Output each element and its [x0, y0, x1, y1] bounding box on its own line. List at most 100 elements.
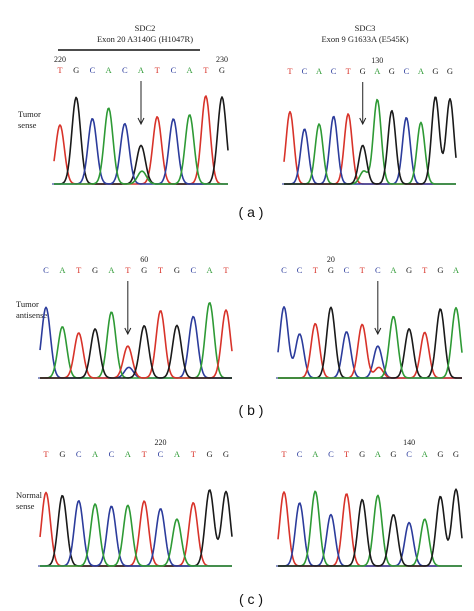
- base-call-letter: C: [90, 65, 96, 75]
- base-call-letter: G: [207, 449, 213, 459]
- base-call-letter: T: [344, 449, 350, 459]
- base-call-letter: C: [43, 265, 49, 275]
- base-position-number: 140: [403, 438, 415, 447]
- column-header-sdc3: SDC3 Exon 9 G1633A (E545K): [321, 23, 408, 44]
- row-label-tumor-antisense: Tumor antisense: [16, 299, 47, 320]
- base-position-number: 220: [155, 438, 167, 447]
- base-call-letter: T: [76, 265, 82, 275]
- gene-name-sdc2: SDC2: [135, 23, 156, 33]
- base-call-letter: A: [92, 449, 99, 459]
- row-label-line-1: Tumor: [16, 299, 39, 309]
- row-label-line-2: antisense: [16, 310, 47, 320]
- mutation-arrow: [124, 281, 132, 336]
- base-call-letter: A: [312, 449, 319, 459]
- base-call-letter: T: [142, 449, 148, 459]
- fluorescence-trace: [284, 96, 457, 185]
- base-call-letter: T: [158, 265, 164, 275]
- fluorescence-trace: [40, 324, 232, 379]
- fluorescence-trace: [278, 306, 463, 379]
- base-call-letter: C: [158, 449, 164, 459]
- mutation-arrow: [374, 281, 382, 336]
- fluorescence-trace: [40, 503, 232, 567]
- base-call-letter: C: [344, 265, 350, 275]
- base-call-letter: C: [281, 265, 287, 275]
- base-call-letter: A: [187, 65, 194, 75]
- base-call-letter: C: [375, 265, 381, 275]
- base-call-letter: G: [328, 265, 334, 275]
- base-position-number: 60: [140, 255, 148, 264]
- base-call-letter: T: [287, 66, 293, 76]
- base-call-letter: A: [418, 66, 425, 76]
- base-call-letter: T: [223, 265, 229, 275]
- base-call-letter: G: [447, 66, 453, 76]
- row-label-line-2: sense: [16, 501, 35, 511]
- base-call-letter: G: [59, 449, 65, 459]
- column-header-sdc2: SDC2 Exon 20 A3140G (H1047R): [58, 23, 200, 51]
- base-call-letter: G: [453, 449, 459, 459]
- base-call-letter: G: [437, 449, 443, 459]
- row-label-line-2: sense: [18, 120, 37, 130]
- mutation-label-sdc3: Exon 9 G1633A (E545K): [321, 34, 408, 44]
- base-call-letter: G: [92, 265, 98, 275]
- fluorescence-trace: [278, 502, 462, 567]
- fluorescence-trace: [54, 107, 228, 185]
- row-label-tumor-sense: Tumor sense: [18, 109, 41, 130]
- base-call-letter: T: [346, 66, 352, 76]
- base-call-letter: A: [375, 449, 382, 459]
- row-label-line-1: Normal: [16, 490, 43, 500]
- base-call-letter: G: [390, 449, 396, 459]
- base-call-letter: C: [297, 265, 303, 275]
- base-call-letter: C: [328, 449, 334, 459]
- base-call-letter: A: [125, 449, 132, 459]
- base-call-letter: A: [453, 265, 460, 275]
- base-call-letter: T: [360, 265, 366, 275]
- base-call-letter: G: [437, 265, 443, 275]
- base-call-letter: C: [331, 66, 337, 76]
- chromatogram-panel-b-sdc3: C C T G C T C A G T G A20: [276, 255, 463, 379]
- gene-name-sdc3: SDC3: [355, 23, 376, 33]
- mutation-arrow: [137, 81, 145, 126]
- chromatogram-panel-b-sdc2: C A T G A T G T G C A T60: [38, 255, 233, 379]
- base-call-letter: G: [360, 66, 366, 76]
- base-call-letter: A: [59, 265, 66, 275]
- mutation-arrow: [359, 82, 367, 126]
- base-call-letter: A: [316, 66, 323, 76]
- fluorescence-trace: [40, 302, 232, 379]
- base-position-number: 20: [327, 255, 335, 264]
- row-label-line-1: Tumor: [18, 109, 41, 119]
- caption-a: ( a ): [239, 204, 264, 220]
- base-position-number: 130: [371, 56, 383, 65]
- base-call-letter: C: [302, 66, 308, 76]
- base-call-letter: A: [138, 65, 145, 75]
- caption-c: ( c ): [239, 591, 263, 607]
- base-call-letter: G: [223, 449, 229, 459]
- base-call-letter: C: [406, 449, 412, 459]
- base-call-letter: C: [109, 449, 115, 459]
- base-call-letter: T: [203, 65, 209, 75]
- base-call-letter: G: [73, 65, 79, 75]
- base-call-letter: A: [390, 265, 397, 275]
- caption-b: ( b ): [239, 402, 264, 418]
- base-call-letter: G: [219, 65, 225, 75]
- fluorescence-trace: [54, 118, 228, 185]
- base-call-letter: G: [141, 265, 147, 275]
- row-label-normal-sense: Normal sense: [16, 490, 43, 511]
- base-call-letter: A: [207, 265, 214, 275]
- base-call-letter: G: [359, 449, 365, 459]
- base-call-letter: C: [171, 65, 177, 75]
- base-call-letter: A: [374, 66, 381, 76]
- fluorescence-trace: [278, 322, 462, 379]
- base-call-letter: T: [313, 265, 319, 275]
- base-call-letter: C: [122, 65, 128, 75]
- base-call-letter: T: [422, 265, 428, 275]
- base-position-number: 230: [216, 55, 228, 64]
- base-call-letter: C: [190, 265, 196, 275]
- base-call-letter: G: [389, 66, 395, 76]
- base-call-letter: T: [155, 65, 161, 75]
- base-position-number: 220: [54, 55, 66, 64]
